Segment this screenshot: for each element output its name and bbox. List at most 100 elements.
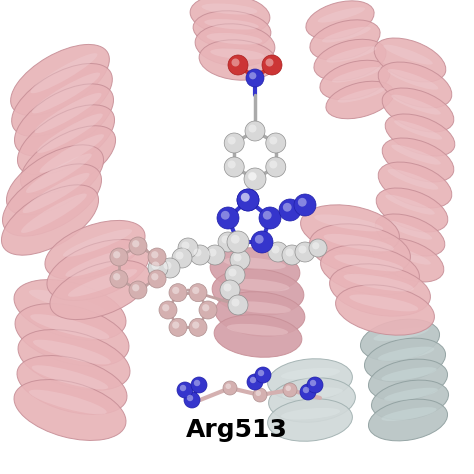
Ellipse shape bbox=[132, 284, 139, 292]
Ellipse shape bbox=[384, 388, 438, 401]
Ellipse shape bbox=[199, 301, 217, 319]
Ellipse shape bbox=[193, 11, 271, 49]
Ellipse shape bbox=[63, 229, 132, 257]
Ellipse shape bbox=[226, 383, 231, 389]
Ellipse shape bbox=[47, 239, 149, 301]
Ellipse shape bbox=[214, 315, 302, 357]
Ellipse shape bbox=[272, 246, 280, 254]
Ellipse shape bbox=[301, 205, 400, 255]
Ellipse shape bbox=[329, 264, 430, 316]
Ellipse shape bbox=[110, 270, 128, 288]
Ellipse shape bbox=[33, 340, 111, 365]
Ellipse shape bbox=[385, 114, 455, 156]
Ellipse shape bbox=[207, 33, 262, 45]
Ellipse shape bbox=[29, 390, 107, 414]
Ellipse shape bbox=[231, 58, 239, 66]
Ellipse shape bbox=[263, 211, 272, 219]
Ellipse shape bbox=[281, 368, 340, 380]
Ellipse shape bbox=[388, 169, 438, 190]
Ellipse shape bbox=[14, 280, 126, 340]
Ellipse shape bbox=[250, 377, 256, 383]
Ellipse shape bbox=[224, 133, 244, 153]
Ellipse shape bbox=[382, 367, 437, 381]
Ellipse shape bbox=[12, 64, 112, 137]
Ellipse shape bbox=[258, 370, 264, 376]
Ellipse shape bbox=[388, 69, 438, 90]
Ellipse shape bbox=[268, 242, 288, 262]
Ellipse shape bbox=[228, 268, 237, 276]
Ellipse shape bbox=[327, 46, 376, 63]
Ellipse shape bbox=[224, 283, 231, 292]
Ellipse shape bbox=[195, 24, 275, 66]
Ellipse shape bbox=[374, 38, 446, 82]
Ellipse shape bbox=[2, 164, 101, 236]
Ellipse shape bbox=[215, 292, 305, 336]
Ellipse shape bbox=[223, 381, 237, 395]
Ellipse shape bbox=[381, 245, 431, 264]
Ellipse shape bbox=[312, 242, 319, 249]
Ellipse shape bbox=[228, 161, 236, 168]
Ellipse shape bbox=[160, 258, 180, 278]
Ellipse shape bbox=[223, 257, 286, 270]
Ellipse shape bbox=[382, 138, 454, 182]
Ellipse shape bbox=[182, 241, 190, 249]
Ellipse shape bbox=[365, 338, 446, 382]
Ellipse shape bbox=[376, 188, 448, 232]
Ellipse shape bbox=[268, 359, 352, 401]
Ellipse shape bbox=[247, 374, 263, 390]
Ellipse shape bbox=[310, 380, 316, 386]
Ellipse shape bbox=[375, 214, 445, 256]
Ellipse shape bbox=[248, 173, 256, 181]
Ellipse shape bbox=[266, 157, 286, 177]
Ellipse shape bbox=[184, 392, 200, 408]
Ellipse shape bbox=[30, 53, 97, 93]
Ellipse shape bbox=[20, 126, 116, 194]
Ellipse shape bbox=[37, 114, 103, 153]
Ellipse shape bbox=[35, 93, 101, 133]
Ellipse shape bbox=[164, 262, 172, 270]
Ellipse shape bbox=[1, 185, 99, 255]
Ellipse shape bbox=[255, 236, 264, 244]
Ellipse shape bbox=[204, 19, 259, 29]
Ellipse shape bbox=[68, 269, 137, 297]
Ellipse shape bbox=[228, 137, 236, 145]
Ellipse shape bbox=[279, 199, 301, 221]
Ellipse shape bbox=[148, 248, 166, 266]
Ellipse shape bbox=[45, 220, 145, 280]
Ellipse shape bbox=[192, 321, 200, 328]
Ellipse shape bbox=[309, 239, 327, 257]
Ellipse shape bbox=[318, 7, 365, 23]
Ellipse shape bbox=[248, 172, 256, 181]
Ellipse shape bbox=[378, 346, 434, 361]
Ellipse shape bbox=[162, 304, 169, 311]
Ellipse shape bbox=[324, 234, 394, 251]
Ellipse shape bbox=[334, 255, 403, 272]
Ellipse shape bbox=[32, 365, 108, 390]
Ellipse shape bbox=[231, 235, 240, 244]
Ellipse shape bbox=[310, 224, 410, 276]
Ellipse shape bbox=[202, 304, 210, 311]
Ellipse shape bbox=[217, 207, 239, 229]
Ellipse shape bbox=[265, 58, 273, 66]
Ellipse shape bbox=[65, 248, 136, 277]
Ellipse shape bbox=[218, 232, 238, 252]
Ellipse shape bbox=[220, 280, 240, 300]
Ellipse shape bbox=[29, 290, 107, 314]
Ellipse shape bbox=[255, 391, 261, 396]
Ellipse shape bbox=[191, 377, 207, 393]
Ellipse shape bbox=[262, 55, 282, 75]
Ellipse shape bbox=[210, 48, 264, 60]
Ellipse shape bbox=[189, 283, 207, 301]
Ellipse shape bbox=[344, 274, 414, 292]
Ellipse shape bbox=[253, 388, 267, 402]
Ellipse shape bbox=[294, 194, 316, 216]
Ellipse shape bbox=[314, 39, 386, 81]
Ellipse shape bbox=[21, 193, 87, 233]
Ellipse shape bbox=[360, 319, 439, 361]
Ellipse shape bbox=[227, 231, 249, 253]
Ellipse shape bbox=[228, 55, 248, 75]
Ellipse shape bbox=[374, 327, 428, 341]
Ellipse shape bbox=[269, 137, 277, 145]
Ellipse shape bbox=[199, 40, 277, 80]
Ellipse shape bbox=[268, 399, 352, 441]
